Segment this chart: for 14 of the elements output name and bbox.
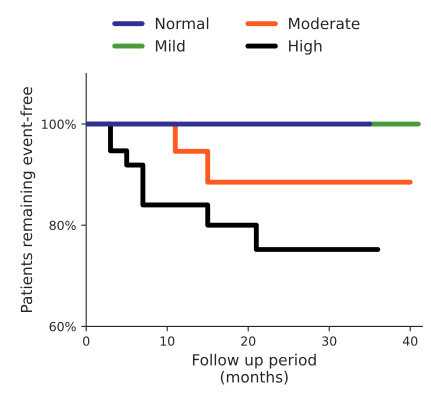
x-tick-label: 40 — [402, 336, 418, 346]
y-axis-title: Patients remaining event-free — [20, 87, 36, 312]
legend-label: Normal — [156, 17, 208, 30]
legend-label: Mild — [156, 40, 184, 52]
x-tick-label: 0 — [83, 336, 90, 346]
x-tick-label: 20 — [241, 336, 256, 346]
legend-label: Moderate — [289, 17, 360, 30]
legend-label: High — [289, 40, 322, 55]
y-tick-label: 100% — [42, 120, 76, 129]
x-tick-label: 10 — [160, 336, 174, 346]
x-tick-label: 30 — [322, 336, 336, 346]
y-tick-label: 80% — [50, 220, 76, 230]
x-axis-title: Follow up period (months) — [192, 354, 316, 385]
y-tick-label: 60% — [50, 322, 76, 332]
